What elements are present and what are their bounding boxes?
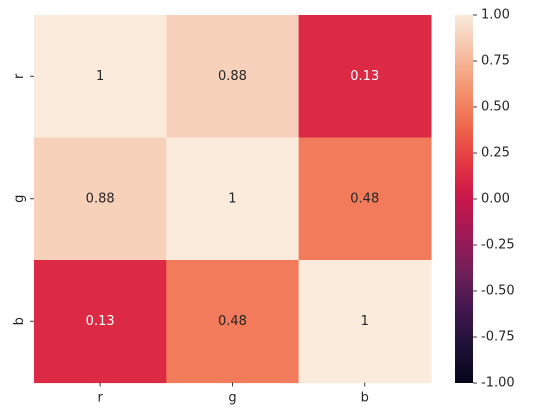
- heatmap-cell-g-r: [34, 137, 167, 261]
- x-tick-label: r: [97, 391, 103, 406]
- colorbar-axis: 1.00 0.75 0.50 0.25 0.00 -0.25 -0.50 -0.75 -1.00: [473, 8, 515, 391]
- heatmap-cell-b-b: [298, 260, 432, 384]
- x-tick-label: b: [361, 391, 369, 406]
- cell-annotation: 0.48: [350, 191, 379, 206]
- heatmap-cell-g-b: [298, 137, 432, 261]
- y-tick-label: r: [12, 73, 27, 79]
- cell-annotation: 0.13: [350, 69, 379, 84]
- colorbar: [455, 15, 473, 383]
- heatmap-cell-labels: 1 0.88 0.13 0.88 1 0.48 0.13 0.48 1: [86, 69, 380, 329]
- colorbar-tick-label: 0.00: [481, 192, 510, 207]
- colorbar-tick-label: 0.50: [481, 100, 510, 115]
- heatmap-cell-r-r: [34, 15, 167, 139]
- colorbar-tick-label: -0.75: [481, 330, 515, 345]
- heatmap-cell-r-b: [298, 15, 432, 139]
- cell-annotation: 1: [228, 191, 236, 206]
- cell-annotation: 1: [361, 314, 369, 329]
- y-tick-label: b: [12, 317, 27, 325]
- colorbar-tick-label: 1.00: [481, 8, 510, 23]
- cell-annotation: 0.48: [218, 314, 247, 329]
- heatmap-cell-b-g: [166, 260, 300, 384]
- heatmap-cell-r-g: [166, 15, 300, 139]
- y-tick-label: g: [12, 195, 27, 203]
- cell-annotation: 0.88: [218, 69, 247, 84]
- colorbar-tick-label: -0.25: [481, 238, 515, 253]
- cell-annotation: 0.13: [86, 314, 115, 329]
- heatmap-cell-b-r: [34, 260, 167, 384]
- colorbar-tick-label: -1.00: [481, 376, 515, 391]
- colorbar-tick-label: 0.75: [481, 54, 510, 69]
- heatmap-cell-g-g: [166, 137, 300, 261]
- colorbar-tick-label: 0.25: [481, 146, 510, 161]
- y-axis: r g b: [12, 73, 34, 325]
- heatmap-cells: [34, 15, 432, 384]
- cell-annotation: 0.88: [86, 191, 115, 206]
- colorbar-gradient: [455, 15, 473, 383]
- colorbar-tick-label: -0.50: [481, 284, 515, 299]
- cell-annotation: 1: [96, 69, 104, 84]
- x-tick-label: g: [228, 391, 236, 406]
